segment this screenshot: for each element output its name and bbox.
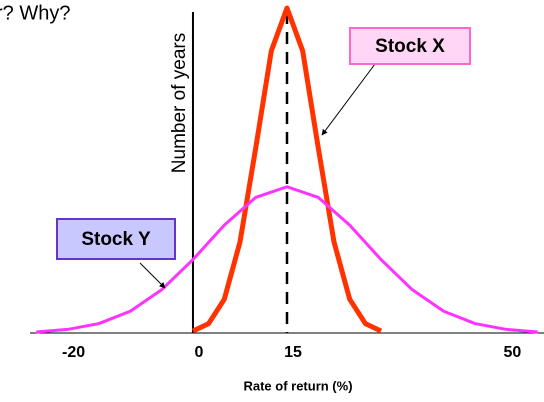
legend-label: Stock Y	[81, 229, 151, 250]
x-tick-label: 50	[503, 344, 521, 361]
chart-title: r? Why?	[0, 2, 70, 24]
legend-label: Stock X	[375, 36, 445, 57]
legend-box	[56, 218, 176, 260]
x-axis-label: Rate of return (%)	[243, 378, 352, 393]
x-tick-label: -20	[62, 344, 85, 361]
y-axis-label: Number of years	[169, 33, 190, 173]
x-tick-label: 15	[284, 344, 302, 361]
callout-arrow	[321, 63, 376, 136]
legend-box	[349, 27, 471, 65]
line	[36, 185, 538, 334]
callout-arrow	[139, 262, 166, 289]
line	[191, 5, 383, 334]
x-tick-label: 0	[195, 344, 204, 361]
